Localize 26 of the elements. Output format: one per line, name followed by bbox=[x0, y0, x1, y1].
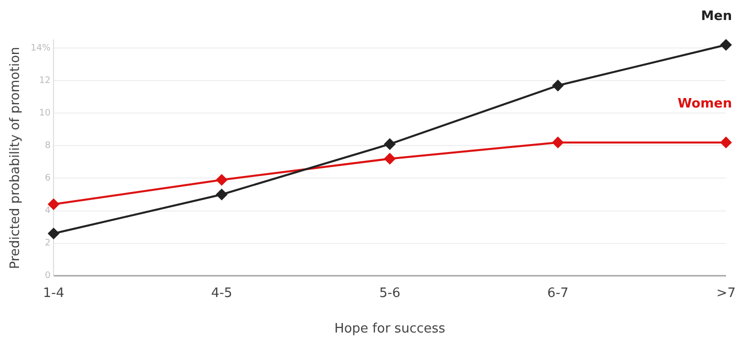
x-axis-title: Hope for success bbox=[334, 322, 446, 337]
y-tick-label: 2 bbox=[44, 238, 51, 249]
x-tick-label: 6-7 bbox=[547, 286, 569, 301]
point bbox=[216, 174, 228, 186]
x-tick-label: 1-4 bbox=[42, 286, 64, 301]
y-tick-label: 14% bbox=[30, 43, 52, 54]
point bbox=[552, 80, 564, 92]
y-tick-label: 8 bbox=[44, 141, 51, 152]
text: Women bbox=[678, 96, 732, 112]
y-axis-title: Predicted probability of promotion bbox=[8, 46, 24, 269]
point bbox=[384, 153, 396, 164]
y-tick-label: 0 bbox=[44, 271, 51, 282]
point bbox=[720, 39, 732, 50]
point bbox=[48, 228, 60, 240]
point bbox=[720, 136, 732, 148]
point bbox=[552, 136, 564, 148]
point bbox=[216, 188, 228, 200]
y-tick-label: 12 bbox=[39, 76, 51, 86]
point bbox=[384, 138, 396, 150]
y-tick-label: 6 bbox=[44, 174, 51, 184]
series-label: Men bbox=[700, 8, 732, 24]
y-tick-label: 10 bbox=[39, 108, 51, 119]
x-tick-label: 5-6 bbox=[379, 286, 400, 301]
x-tick-label: >7 bbox=[716, 286, 736, 301]
x-tick-label: 4-5 bbox=[211, 286, 232, 301]
y-tick-label: 4 bbox=[44, 206, 51, 216]
